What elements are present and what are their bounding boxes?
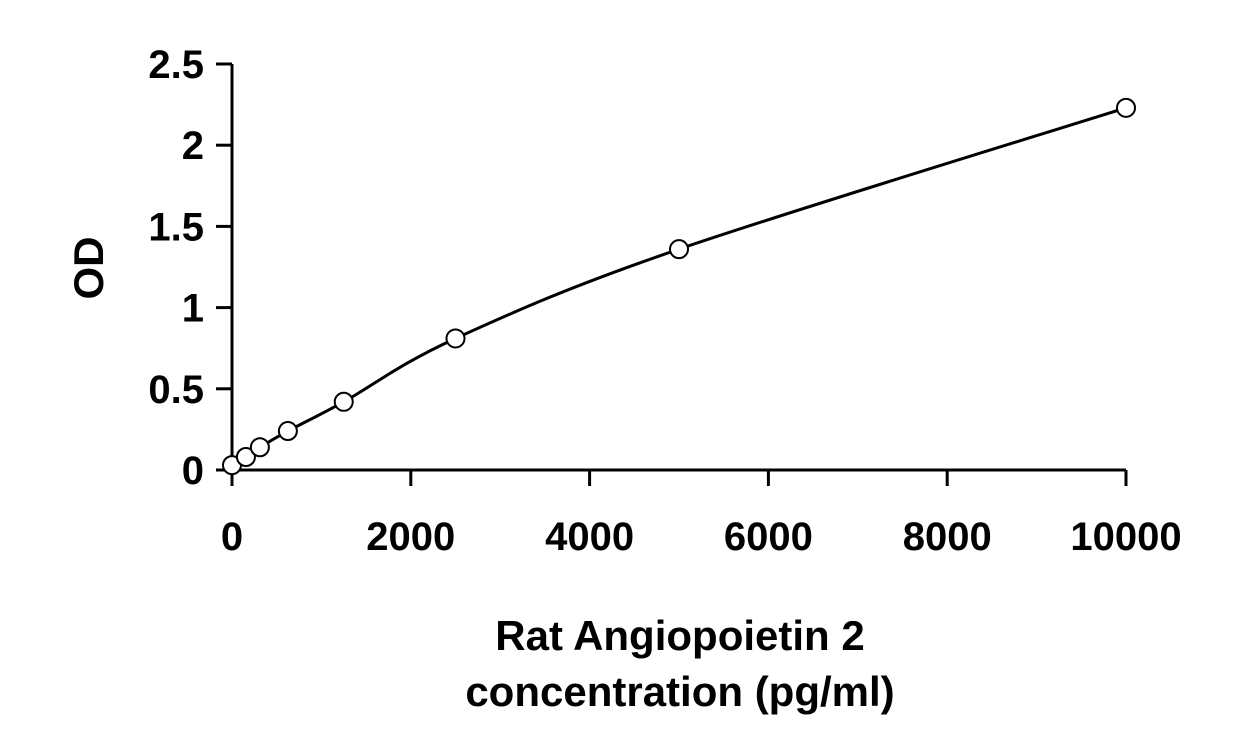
y-tick-label: 1.5 (148, 205, 204, 249)
x-axis-title-line-2: concentration (pg/ml) (465, 668, 894, 715)
x-tick-label: 0 (221, 515, 243, 559)
y-tick-label: 1 (182, 287, 204, 331)
x-tick-label: 2000 (366, 515, 455, 559)
x-tick-label: 10000 (1070, 515, 1181, 559)
y-tick-label: 2.5 (148, 43, 204, 87)
x-axis-title-line-1: Rat Angiopoietin 2 (495, 612, 864, 659)
y-tick-label: 0.5 (148, 368, 204, 412)
y-tick-label: 2 (182, 124, 204, 168)
x-axis-ticks: 0 2000 4000 6000 8000 10000 (221, 470, 1182, 559)
x-tick-label: 6000 (724, 515, 813, 559)
data-point-marker (445, 328, 466, 349)
x-tick-label: 8000 (903, 515, 992, 559)
data-point-marker (669, 239, 689, 260)
data-point-marker (235, 447, 256, 468)
fit-curve (231, 106, 1127, 467)
data-point-marker (1116, 97, 1136, 118)
y-axis-ticks: 0 0.5 1 1.5 2 2.5 (148, 43, 232, 493)
data-point-marker (333, 391, 354, 412)
axes (230, 64, 1126, 472)
y-tick-label: 0 (182, 449, 204, 493)
x-tick-label: 4000 (545, 515, 634, 559)
data-point-marker (277, 421, 298, 442)
data-points (222, 97, 1136, 476)
data-point-marker (249, 437, 270, 458)
y-axis-title: OD (65, 237, 112, 300)
